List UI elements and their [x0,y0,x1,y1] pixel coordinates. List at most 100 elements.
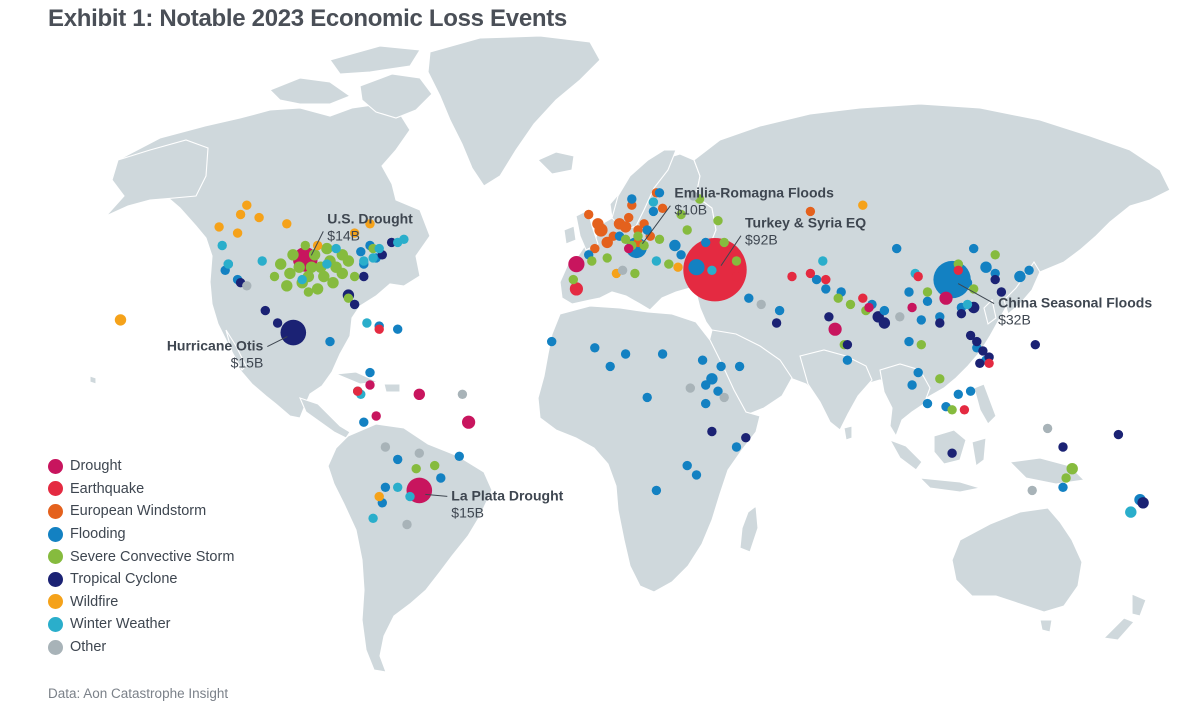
landmass-indochina [879,363,931,438]
event-marker-flooding [325,336,335,347]
event-marker-scs [1066,463,1078,475]
event-marker-scs [630,268,640,279]
event-marker-flooding [1058,482,1068,492]
event-marker-cyclone [978,346,988,356]
event-marker-flooding [393,454,403,465]
event-marker-flooding [682,460,692,471]
event-marker-flooding [922,398,933,409]
event-marker-wildfire [214,222,224,232]
landmass-central-america [299,397,351,439]
callout-leader-line [957,283,995,305]
event-marker-scs [305,261,318,273]
event-marker-drought [371,411,381,421]
event-marker-flooding [669,239,681,252]
event-marker-flooding [1024,265,1034,275]
event-marker-flooding [734,361,745,372]
legend-swatch [48,639,63,655]
landmass-japan [1003,260,1041,315]
callout-turkey-syria-eq: Turkey & Syria EQ$92B [720,215,866,266]
legend-swatch [48,481,63,497]
event-marker-scs [311,283,324,295]
event-marker-scs [713,216,723,226]
event-marker-cyclone [707,426,717,437]
callout-la-plata-drought: La Plata Drought$15B [425,487,564,520]
landmass-ireland [563,225,577,245]
event-marker-flooding [907,380,917,390]
event-markers [114,188,1149,530]
event-marker-flooding [651,485,662,496]
event-marker-cyclone [280,319,307,346]
event-marker-scs [308,249,321,261]
event-marker-scs [343,293,354,303]
event-marker-cyclone [947,448,957,458]
event-marker-scs [916,340,926,350]
event-marker-flooding [811,274,822,285]
event-marker-flooding [731,442,742,452]
event-marker-winter [362,318,372,328]
legend-label: Earthquake [70,480,145,497]
callout-name: Hurricane Otis [167,338,264,354]
event-marker-cyclone [975,358,985,368]
event-marker-cyclone [272,318,283,328]
event-marker-flooding [365,367,375,378]
event-marker-scs [303,287,314,297]
event-marker-flooding [965,386,976,396]
event-marker-wildfire [232,228,243,238]
event-marker-scs [349,271,360,282]
event-marker-winter [368,513,378,523]
event-marker-drought [939,291,953,305]
event-marker-scs [922,287,933,297]
event-marker-flooding [916,315,926,325]
event-marker-scs [342,255,355,267]
event-marker-windstorm [805,206,816,217]
legend-swatch [48,616,63,632]
event-marker-flooding [648,206,659,217]
landmass-arctic-islands [269,77,352,105]
legend-label: European Windstorm [70,503,207,520]
legend-swatch [48,571,63,587]
legend-item-cyclone: Tropical Cyclone [48,568,234,591]
legend-item-drought: Drought [48,455,234,478]
event-marker-scs [664,259,674,269]
event-marker-scs [682,225,692,235]
event-marker-earthquake [805,268,816,279]
event-marker-windstorm [590,243,600,254]
event-marker-flooding [676,250,686,260]
event-marker-winter [374,243,384,254]
event-marker-earthquake [858,293,868,303]
landmass-australia [951,507,1083,613]
event-marker-cyclone [972,336,982,347]
landmass-africa [537,305,761,593]
event-marker-other [895,312,905,322]
event-marker-flooding [821,284,831,294]
event-marker-winter [1125,506,1137,518]
callout-leader-line [641,205,671,244]
event-marker-scs [587,256,597,266]
event-marker-other [380,442,391,452]
event-marker-cyclone [956,309,967,319]
event-marker-scs [639,240,649,251]
source-note: Data: Aon Catastrophe Insight [48,686,229,701]
callout-layer: U.S. Drought$14B Emilia-Romagna Floods$10… [167,185,1153,521]
event-marker-other [688,191,699,201]
event-marker-flooding [716,361,726,372]
event-marker-earthquake [913,271,923,282]
event-marker-scs [269,271,280,282]
landmass-asia [693,103,1171,427]
event-marker-wildfire [349,228,360,238]
legend-label: Wildfire [70,593,119,610]
event-marker-winter [399,234,409,244]
landmass-greenland [427,35,601,187]
event-marker-other [242,281,252,291]
event-marker-winter [223,259,233,269]
legend-label: Drought [70,458,122,475]
event-marker-windstorm [624,212,634,223]
event-marker-wildfire [242,200,252,210]
event-marker-other [719,392,729,403]
event-marker-flooding [359,417,369,427]
legend-item-scs: Severe Convective Storm [48,545,234,568]
event-marker-cyclone [842,340,853,350]
landmass-new-zealand [1102,593,1147,641]
event-marker-scs [321,242,333,255]
callout-name: U.S. Drought [327,210,413,226]
